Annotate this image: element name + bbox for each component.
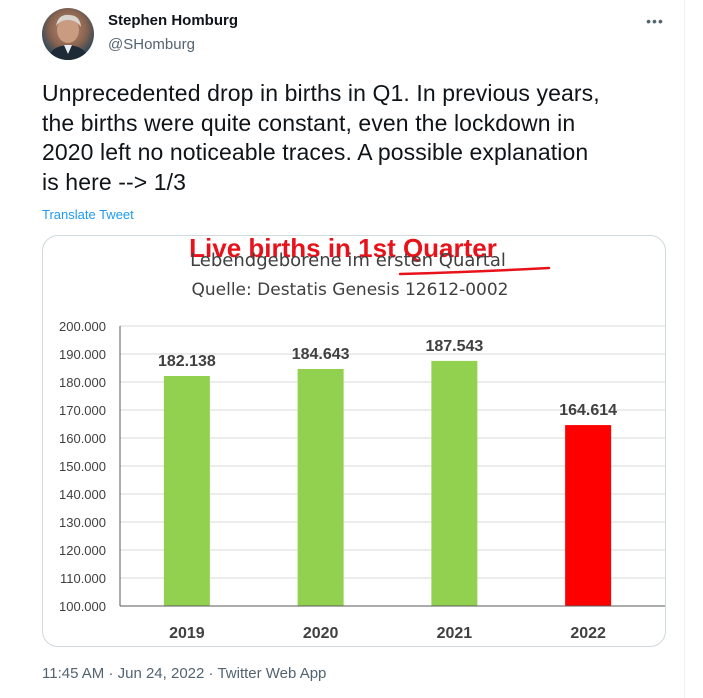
bar-2021 xyxy=(431,360,478,606)
y-tick-label: 200.000 xyxy=(59,319,106,334)
display-name[interactable]: Stephen Homburg xyxy=(108,12,238,29)
y-tick-label: 170.000 xyxy=(59,403,106,418)
avatar[interactable] xyxy=(42,8,94,60)
chart-source-note: Quelle: Destatis Genesis 12612-0002 xyxy=(192,280,509,300)
subtitle-underline xyxy=(398,266,551,276)
tweet-source: Twitter Web App xyxy=(217,665,327,682)
x-tick-label: 2021 xyxy=(437,625,473,642)
tweet-text-line: is here --> 1/3 xyxy=(42,168,187,195)
tweet-text-line: 2020 left no noticeable traces. A possib… xyxy=(42,139,589,165)
chart-subtitle-underlined: ersten Quartal xyxy=(376,250,506,271)
chart-title: Live births in 1st Quarter xyxy=(189,236,497,263)
chart-subtitle: Lebendgeborene im ersten Quartal xyxy=(190,250,506,271)
chart-subtitle-prefix: Lebendgeborene im xyxy=(190,250,376,271)
meta-separator: · xyxy=(108,665,114,682)
translate-tweet-link[interactable]: Translate Tweet xyxy=(42,207,134,222)
y-tick-label: 160.000 xyxy=(59,431,106,446)
bar-2022 xyxy=(565,425,612,606)
tweet-media-image[interactable]: Live births in 1st Quarter Lebendgeboren… xyxy=(42,235,666,647)
tweet-text: Unprecedented drop in births in Q1. In p… xyxy=(42,79,672,197)
y-tick-label: 120.000 xyxy=(59,543,106,558)
tweet-time[interactable]: 11:45 AM xyxy=(42,665,105,682)
meta-separator: · xyxy=(208,665,214,682)
tweet-metadata: 11:45 AM · Jun 24, 2022 · Twitter Web Ap… xyxy=(42,665,326,682)
y-tick-label: 190.000 xyxy=(59,347,106,362)
bar-2020 xyxy=(297,368,344,606)
bar-value-label: 164.614 xyxy=(559,402,617,419)
x-tick-label: 2022 xyxy=(570,625,606,642)
y-tick-label: 150.000 xyxy=(59,459,106,474)
y-tick-label: 100.000 xyxy=(59,599,106,614)
y-tick-label: 110.000 xyxy=(60,571,106,586)
x-tick-label: 2019 xyxy=(169,625,205,642)
bar-value-label: 184.643 xyxy=(292,346,350,363)
avatar-portrait-icon xyxy=(48,14,89,60)
tweet-date[interactable]: Jun 24, 2022 xyxy=(117,665,205,682)
y-tick-label: 180.000 xyxy=(59,375,106,390)
y-tick-label: 140.000 xyxy=(59,487,106,502)
bar-value-label: 187.543 xyxy=(425,338,483,355)
tweet-text-line: the births were quite constant, even the… xyxy=(42,109,576,136)
x-tick-label: 2020 xyxy=(303,625,339,642)
bar-value-label: 182.138 xyxy=(158,353,216,370)
user-handle[interactable]: @SHomburg xyxy=(108,36,195,53)
tweet-text-line: Unprecedented drop in births in Q1. In p… xyxy=(42,80,600,106)
births-bar-chart: Live births in 1st Quarter Lebendgeboren… xyxy=(59,236,665,642)
timeline-border xyxy=(684,0,685,698)
more-horizontal-icon[interactable]: ••• xyxy=(646,13,664,29)
bar-2019 xyxy=(163,376,210,606)
y-tick-label: 130.000 xyxy=(59,515,106,530)
